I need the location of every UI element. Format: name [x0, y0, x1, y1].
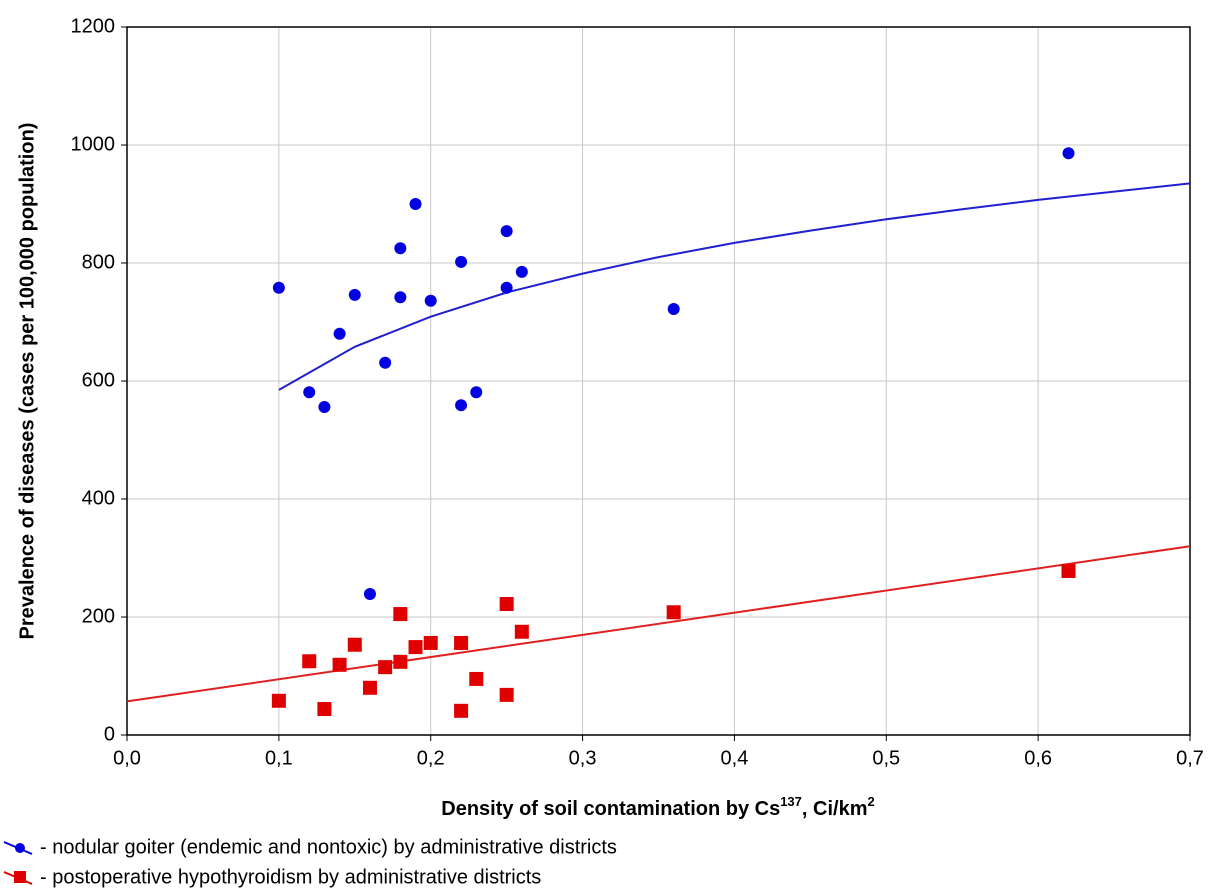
- x-axis-title-part: 2: [867, 794, 874, 809]
- data-point: [514, 624, 529, 639]
- x-tick-label: 0,0: [113, 747, 141, 769]
- x-axis-title-part: Density of soil contamination by Cs: [441, 798, 780, 820]
- data-point: [455, 399, 468, 412]
- data-point: [500, 281, 513, 294]
- x-tick-label: 0,1: [265, 747, 293, 769]
- x-tick-label: 0,5: [872, 747, 900, 769]
- y-tick-label: 200: [82, 605, 115, 627]
- data-point: [378, 660, 393, 675]
- data-point: [302, 654, 317, 669]
- data-point: [423, 635, 438, 650]
- data-point: [394, 291, 407, 304]
- legend-marker: [14, 871, 26, 883]
- data-point: [666, 605, 681, 620]
- x-axis-title-part: 137: [780, 794, 802, 809]
- data-point: [470, 386, 483, 399]
- y-tick-label: 1200: [71, 15, 116, 37]
- data-point: [499, 687, 514, 702]
- x-tick-label: 0,4: [721, 747, 749, 769]
- legend-marker: [15, 843, 25, 853]
- data-point: [667, 303, 680, 316]
- legend-label: - postoperative hypothyroidism by admini…: [40, 866, 541, 888]
- data-point: [362, 680, 377, 695]
- data-point: [379, 356, 392, 369]
- data-point: [408, 640, 423, 655]
- data-point: [1062, 147, 1075, 160]
- x-tick-label: 0,6: [1024, 747, 1052, 769]
- data-point: [332, 657, 347, 672]
- x-axis-title-part: , Ci/km: [802, 798, 868, 820]
- data-point: [271, 693, 286, 708]
- data-point: [454, 703, 469, 718]
- fit-line: [126, 545, 1191, 703]
- data-point: [317, 702, 332, 717]
- data-point: [1061, 563, 1076, 578]
- data-point: [393, 654, 408, 669]
- legend-label: - nodular goiter (endemic and nontoxic) …: [40, 836, 617, 858]
- data-point: [303, 386, 316, 399]
- x-tick-label: 0,2: [417, 747, 445, 769]
- data-point: [348, 288, 361, 301]
- data-point: [409, 198, 422, 210]
- fit-line: [278, 182, 1191, 391]
- x-axis-title: Density of soil contamination by Cs137, …: [441, 794, 874, 820]
- data-point: [394, 242, 407, 255]
- data-point: [499, 597, 514, 612]
- y-tick-label: 800: [82, 251, 115, 273]
- data-point: [363, 587, 376, 600]
- y-tick-label: 400: [82, 487, 115, 509]
- data-point: [455, 255, 468, 268]
- data-point: [500, 225, 513, 238]
- x-tick-label: 0,3: [569, 747, 597, 769]
- plot-frame: [126, 26, 1191, 736]
- data-point: [347, 637, 362, 652]
- x-tick-label: 0,7: [1176, 747, 1204, 769]
- data-point: [272, 281, 285, 294]
- data-point: [333, 327, 346, 340]
- data-point: [469, 671, 484, 686]
- data-point: [424, 294, 437, 307]
- data-point: [454, 635, 469, 650]
- data-point: [393, 607, 408, 622]
- y-axis-title: Prevalence of diseases (cases per 100,00…: [16, 123, 38, 640]
- y-tick-label: 1000: [71, 133, 116, 155]
- data-point: [318, 400, 331, 413]
- y-tick-label: 600: [82, 369, 115, 391]
- y-tick-label: 0: [104, 723, 115, 745]
- data-point: [515, 265, 528, 278]
